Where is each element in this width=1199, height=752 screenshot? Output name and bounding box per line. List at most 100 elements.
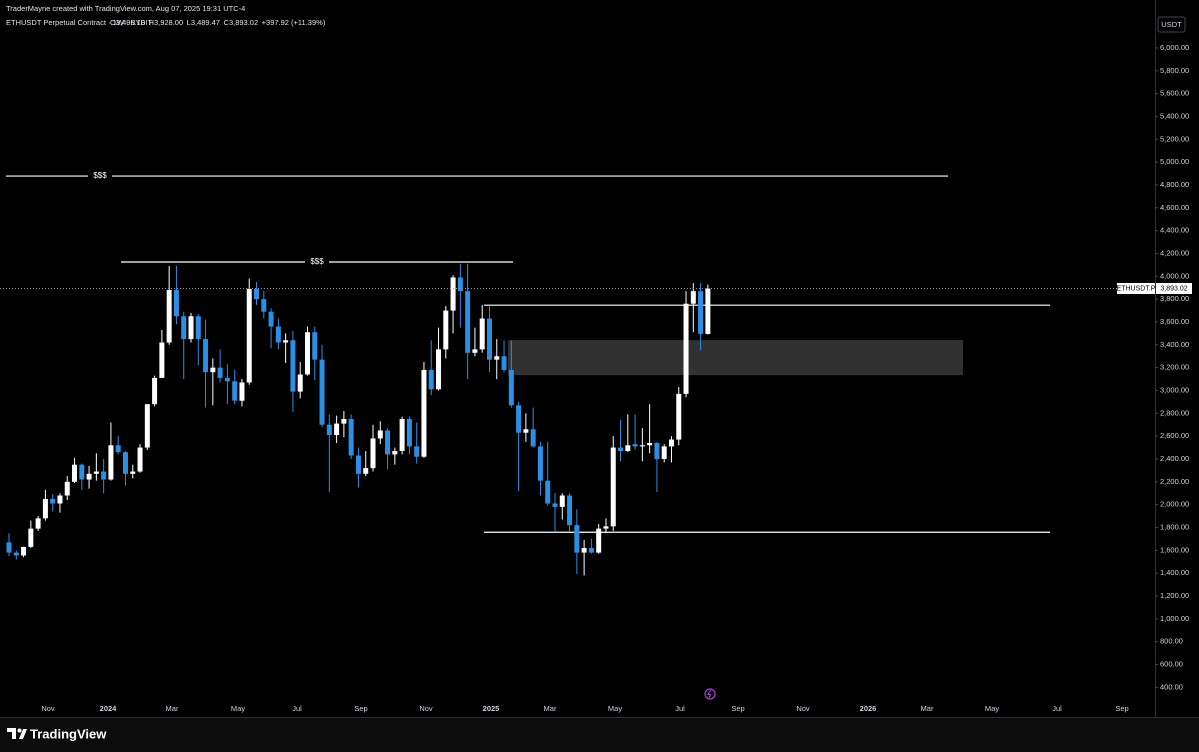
candle-body bbox=[195, 316, 201, 340]
candle-body bbox=[130, 471, 136, 474]
candle-body bbox=[639, 445, 645, 447]
candle-body bbox=[217, 367, 223, 378]
ohlc-close: C3,893.02 bbox=[224, 18, 259, 27]
y-tick-label: 5,600.00 bbox=[1160, 89, 1189, 98]
candle-body bbox=[334, 423, 340, 435]
candle-body bbox=[406, 419, 412, 447]
candle-body bbox=[574, 525, 580, 553]
x-tick-label: 2025 bbox=[483, 704, 500, 713]
candle-body bbox=[516, 405, 522, 433]
candle-body bbox=[166, 289, 172, 343]
candle-body bbox=[428, 369, 434, 390]
candle-body bbox=[290, 340, 296, 392]
candle-body bbox=[57, 495, 63, 504]
candle-body bbox=[181, 316, 187, 340]
candle-body bbox=[319, 359, 325, 425]
y-tick-label: 4,600.00 bbox=[1160, 203, 1189, 212]
candle-body bbox=[647, 442, 653, 446]
y-tick-label: 600.00 bbox=[1160, 659, 1183, 668]
candle-body bbox=[275, 326, 281, 343]
candle-body bbox=[254, 288, 260, 300]
y-tick-label: 4,800.00 bbox=[1160, 180, 1189, 189]
x-tick-label: Jul bbox=[1052, 704, 1062, 713]
candle-body bbox=[101, 471, 107, 480]
candle-body bbox=[210, 367, 216, 373]
symbol-title: ETHUSDT Perpetual Contract · 1W · BYBIT bbox=[6, 18, 153, 27]
symbol-tag bbox=[1117, 283, 1155, 295]
candle-body bbox=[698, 291, 704, 334]
ohlc-high: H3,928.00 bbox=[149, 18, 184, 27]
x-tick-label: Nov bbox=[796, 704, 810, 713]
candle-body bbox=[348, 419, 354, 456]
candle-body bbox=[268, 311, 274, 327]
candle-body bbox=[64, 481, 70, 496]
candle-body bbox=[668, 439, 674, 447]
candle-body bbox=[363, 468, 369, 474]
candle-body bbox=[188, 316, 194, 340]
candle-body bbox=[530, 429, 536, 447]
candle-body bbox=[618, 447, 624, 451]
last-price-tag bbox=[1156, 283, 1192, 295]
ohlc-low: L3,489.47 bbox=[187, 18, 220, 27]
candle-body bbox=[508, 369, 514, 406]
y-tick-label: 400.00 bbox=[1160, 682, 1183, 691]
candle-body bbox=[610, 447, 616, 527]
candle-body bbox=[115, 445, 121, 453]
candle-body bbox=[436, 349, 442, 390]
y-tick-label: 800.00 bbox=[1160, 637, 1183, 646]
candle-body bbox=[35, 518, 41, 529]
x-tick-label: Sep bbox=[354, 704, 367, 713]
candle-body bbox=[603, 526, 609, 529]
x-tick-label: Mar bbox=[166, 704, 179, 713]
candle-body bbox=[312, 332, 318, 360]
footer bbox=[0, 718, 1199, 752]
y-tick-label: 5,200.00 bbox=[1160, 134, 1189, 143]
candle-body bbox=[385, 430, 391, 455]
currency-label[interactable]: USDT bbox=[1161, 20, 1182, 29]
candle-body bbox=[523, 429, 529, 433]
candle-body bbox=[588, 548, 594, 553]
x-tick-label: 2024 bbox=[100, 704, 118, 713]
x-tick-label: Jul bbox=[675, 704, 685, 713]
x-tick-label: Sep bbox=[731, 704, 744, 713]
last-price-label: 3,893.02 bbox=[1160, 285, 1187, 292]
ohlc-legend: O3,495.10 H3,928.00 L3,489.47 C3,893.02 +397… bbox=[110, 18, 326, 27]
y-tick-label: 3,600.00 bbox=[1160, 317, 1189, 326]
currency-button[interactable] bbox=[1157, 16, 1186, 33]
candle-body bbox=[443, 310, 449, 350]
y-tick-label: 3,200.00 bbox=[1160, 363, 1189, 372]
y-tick-label: 4,400.00 bbox=[1160, 226, 1189, 235]
candle-body bbox=[108, 445, 114, 480]
candle-body bbox=[42, 498, 48, 519]
y-tick-label: 3,800.00 bbox=[1160, 294, 1189, 303]
candle-body bbox=[690, 291, 696, 304]
candle-body bbox=[224, 377, 230, 382]
brand-name: TradingView bbox=[30, 726, 107, 741]
candle-body bbox=[581, 548, 587, 553]
ohlc-open: O3,495.10 bbox=[110, 18, 145, 27]
candle-body bbox=[472, 349, 478, 353]
candle-body bbox=[457, 277, 463, 292]
candle-body bbox=[13, 552, 19, 556]
x-tick-label: May bbox=[231, 704, 245, 713]
candle-body bbox=[545, 480, 551, 504]
candle-body bbox=[567, 495, 573, 526]
x-tick-label: Mar bbox=[921, 704, 934, 713]
candle-body bbox=[370, 438, 376, 469]
replay-icon[interactable] bbox=[704, 688, 716, 700]
level-label: $$$ bbox=[310, 257, 324, 266]
level-label: $$$ bbox=[93, 171, 107, 180]
candle-body bbox=[21, 546, 27, 556]
x-tick-label: Sep bbox=[1115, 704, 1128, 713]
candle-body bbox=[50, 498, 56, 504]
candle-body bbox=[501, 356, 507, 370]
candle-body bbox=[326, 424, 332, 435]
candle-body bbox=[159, 342, 165, 378]
candle-body bbox=[261, 299, 267, 312]
y-tick-label: 1,400.00 bbox=[1160, 568, 1189, 577]
y-tick-label: 3,000.00 bbox=[1160, 385, 1189, 394]
y-tick-label: 2,800.00 bbox=[1160, 408, 1189, 417]
candle-body bbox=[297, 374, 303, 392]
